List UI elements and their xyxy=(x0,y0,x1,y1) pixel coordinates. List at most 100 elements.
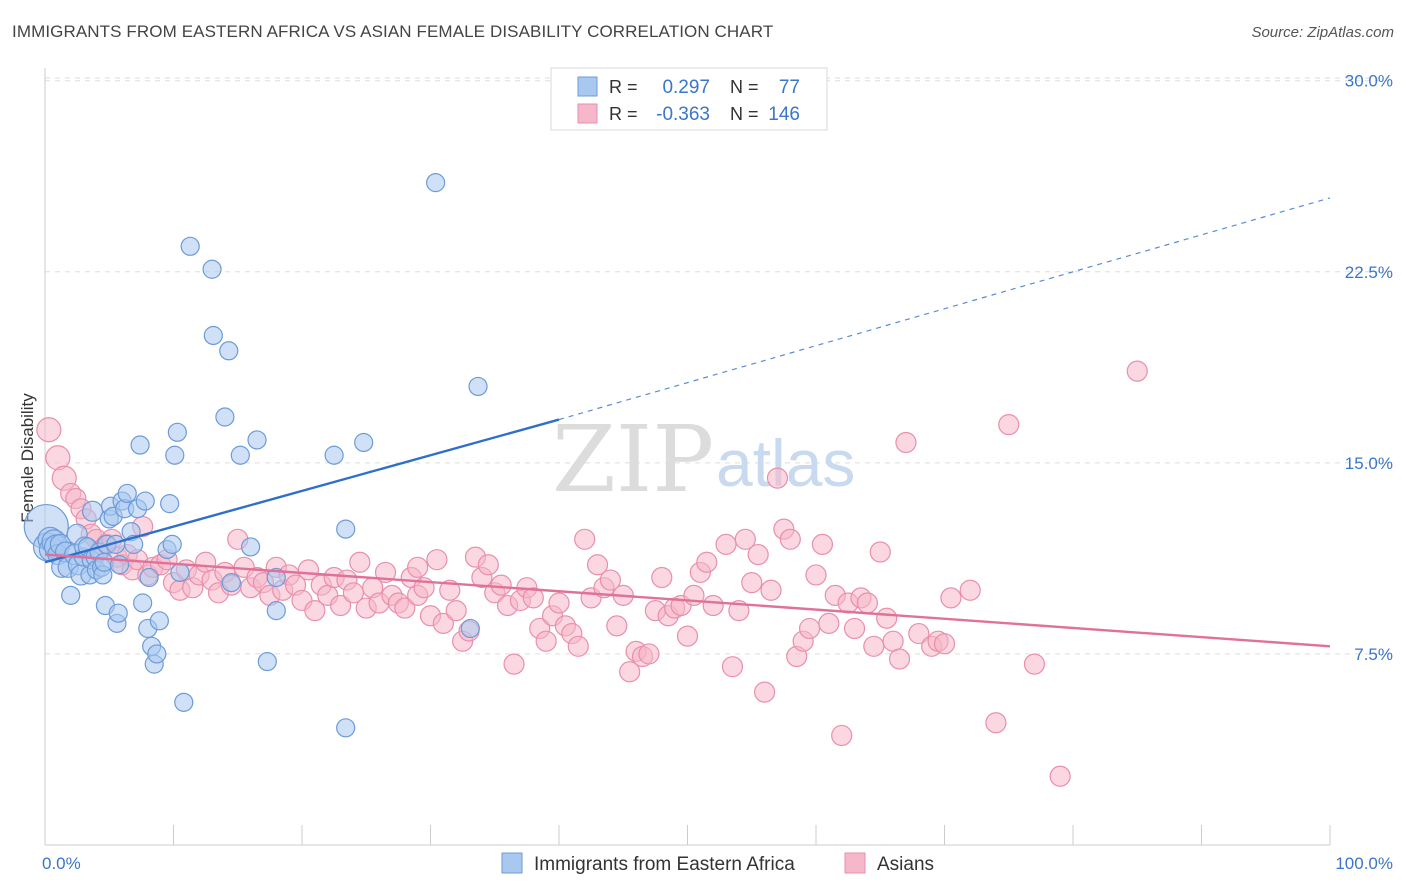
asians-point xyxy=(567,635,589,657)
series-legend: Immigrants from Eastern Africa Asians xyxy=(501,852,934,875)
asians-trend-line xyxy=(44,553,1331,648)
x-tick-label-min: 0.0% xyxy=(42,854,81,873)
asians-point xyxy=(798,617,821,640)
eastern-africa-point xyxy=(162,534,182,554)
y-tick-labels: 7.5% 15.0% 22.5% 30.0% xyxy=(1345,72,1393,664)
asians-point xyxy=(766,467,789,489)
asians-point xyxy=(998,414,1020,436)
eastern-africa-point xyxy=(247,430,267,450)
asians-point xyxy=(895,431,917,454)
asians-point xyxy=(195,551,217,573)
eastern-africa-point xyxy=(133,593,153,613)
x-tick-label-max: 100.0% xyxy=(1335,854,1393,873)
legend-r-value-1: 0.297 xyxy=(662,77,710,98)
y-tick-label: 30.0% xyxy=(1345,72,1393,91)
eastern-africa-points xyxy=(23,173,488,738)
asians-point xyxy=(407,556,429,578)
y-tick-label: 15.0% xyxy=(1345,454,1393,473)
eastern-africa-point xyxy=(266,567,286,588)
eastern-africa-point xyxy=(165,445,185,465)
bottom-legend-label-1: Immigrants from Eastern Africa xyxy=(534,854,795,875)
legend-r-label-2: R = xyxy=(609,104,638,124)
asians-point xyxy=(831,724,853,747)
asians-point xyxy=(394,597,416,619)
y-tick-label: 7.5% xyxy=(1354,645,1393,664)
asians-point xyxy=(426,549,448,571)
eastern-africa-point xyxy=(147,644,167,664)
asians-point xyxy=(432,612,454,634)
eastern-africa-point xyxy=(170,562,190,583)
chart-title: IMMIGRANTS FROM EASTERN AFRICA VS ASIAN … xyxy=(12,22,774,41)
eastern-africa-point xyxy=(167,422,187,442)
asians-point xyxy=(715,533,737,555)
eastern-africa-point xyxy=(219,341,239,361)
eastern-africa-point xyxy=(426,173,446,193)
asians-point xyxy=(619,661,641,683)
eastern-africa-point xyxy=(130,435,150,455)
eastern-africa-point xyxy=(324,445,344,465)
eastern-africa-point xyxy=(203,325,223,346)
legend-n-label-1: N = xyxy=(730,77,759,97)
asians-point xyxy=(908,622,930,645)
asians-point xyxy=(882,630,904,652)
eastern-africa-point xyxy=(174,692,194,712)
legend-r-label-1: R = xyxy=(609,77,638,97)
asians-point xyxy=(439,579,461,601)
asians-point xyxy=(503,653,525,675)
asians-point xyxy=(651,566,673,589)
eastern-africa-point xyxy=(180,236,200,256)
bottom-legend-swatch-blue xyxy=(501,852,523,874)
asians-point xyxy=(36,417,62,443)
legend-r-value-2: -0.363 xyxy=(656,104,710,125)
eastern-africa-point xyxy=(117,483,137,504)
asians-point xyxy=(811,533,834,555)
eastern-africa-point xyxy=(215,407,235,427)
asians-point xyxy=(445,600,467,622)
asians-point xyxy=(696,551,718,573)
asians-point xyxy=(329,594,352,617)
asians-point xyxy=(477,554,499,576)
asians-point xyxy=(1023,653,1046,675)
asians-point xyxy=(888,648,911,670)
watermark-zip: ZIP xyxy=(552,406,714,513)
asians-point xyxy=(940,587,962,609)
legend-swatch-pink xyxy=(577,103,598,124)
asians-point xyxy=(574,528,596,550)
asians-point xyxy=(856,592,879,614)
asians-point xyxy=(535,630,557,652)
asians-point xyxy=(734,528,756,550)
asians-point xyxy=(818,612,840,634)
eastern-africa-point xyxy=(81,500,104,522)
x-axis-ticks xyxy=(44,825,1331,845)
eastern-africa-point xyxy=(354,432,374,453)
eastern-africa-point xyxy=(257,651,277,672)
y-axis-label: Female Disability xyxy=(18,393,37,523)
stats-legend: R = 0.297 N = 77 R = -0.363 N = 146 xyxy=(550,67,828,131)
eastern-africa-point xyxy=(460,618,480,639)
eastern-africa-point xyxy=(139,567,159,588)
asians-point xyxy=(522,587,544,609)
asians-point xyxy=(747,543,769,566)
asians-point xyxy=(304,600,326,622)
asians-point xyxy=(490,574,512,596)
asians-point xyxy=(599,569,622,591)
asians-point xyxy=(843,617,866,640)
asians-point xyxy=(779,528,801,550)
source-label: Source: ZipAtlas.com xyxy=(1251,24,1394,41)
eastern-africa-point xyxy=(135,491,155,511)
eastern-africa-point xyxy=(468,376,488,397)
bottom-legend-label-2: Asians xyxy=(877,854,934,875)
asians-point xyxy=(1126,360,1148,382)
asians-point xyxy=(760,579,782,601)
asians-point xyxy=(676,625,699,647)
asians-point xyxy=(741,572,763,594)
eastern-africa-point xyxy=(266,601,286,621)
asians-points xyxy=(36,360,1148,787)
trend-lines xyxy=(44,197,1331,648)
eastern-africa-point xyxy=(221,573,241,593)
eastern-africa-point xyxy=(61,585,81,605)
eastern-africa-point xyxy=(336,519,356,539)
asians-point xyxy=(1049,765,1071,787)
asians-point xyxy=(548,592,570,614)
asians-point xyxy=(876,607,898,629)
